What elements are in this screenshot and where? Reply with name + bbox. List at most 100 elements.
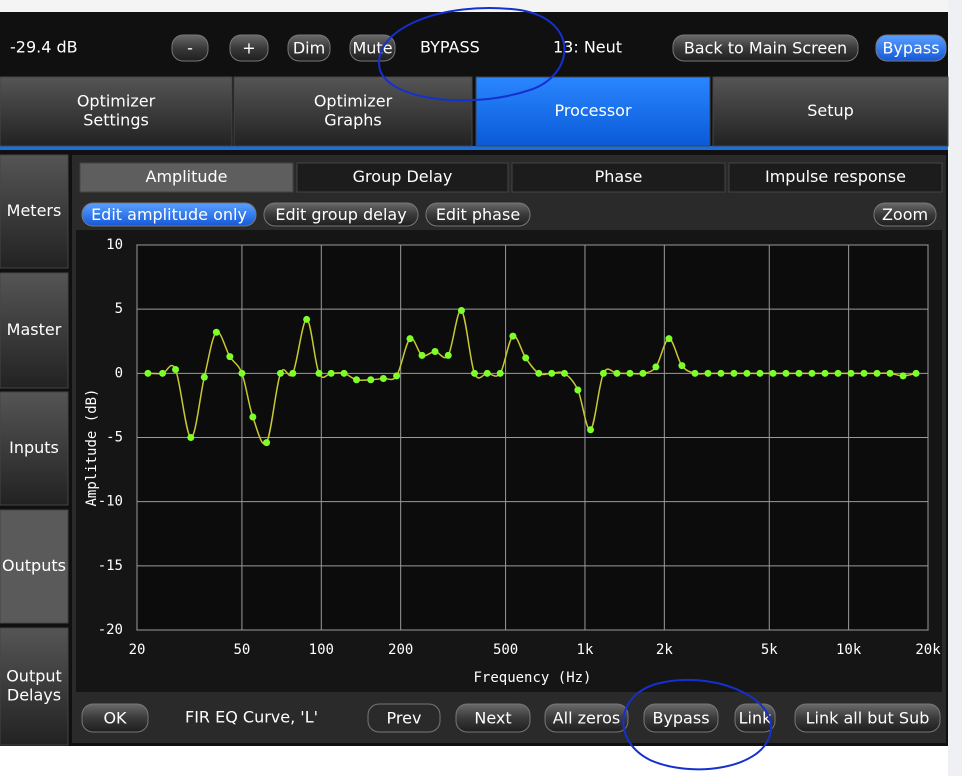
side-tab[interactable]: Outputs <box>0 509 69 624</box>
button[interactable]: + <box>229 34 269 62</box>
x-axis-label: Frequency (Hz) <box>473 670 591 686</box>
eq-point[interactable] <box>873 369 881 377</box>
button[interactable]: Bypass <box>875 34 947 62</box>
eq-point[interactable] <box>808 369 816 377</box>
button[interactable]: Zoom <box>873 202 937 227</box>
eq-point[interactable] <box>548 369 556 377</box>
button-label: Bypass <box>882 39 939 58</box>
eq-point[interactable] <box>289 369 297 377</box>
button-body <box>263 202 419 227</box>
eq-point[interactable] <box>795 369 803 377</box>
eq-point[interactable] <box>303 315 311 323</box>
button[interactable]: Dim <box>287 34 331 62</box>
eq-point[interactable] <box>756 369 764 377</box>
side-tab[interactable]: Inputs <box>0 391 69 506</box>
graph-tab[interactable]: Phase <box>511 162 726 193</box>
eq-point[interactable] <box>444 351 452 359</box>
eq-point[interactable] <box>704 369 712 377</box>
main-tab[interactable]: Processor <box>475 76 711 147</box>
eq-point[interactable] <box>406 335 414 343</box>
eq-point[interactable] <box>509 332 517 340</box>
eq-point[interactable] <box>238 369 246 377</box>
eq-point[interactable] <box>144 369 152 377</box>
side-tab-body <box>0 509 69 624</box>
eq-point[interactable] <box>599 369 607 377</box>
button[interactable]: Edit amplitude only <box>81 202 257 227</box>
eq-point[interactable] <box>457 306 465 314</box>
eq-point[interactable] <box>431 348 439 356</box>
side-tab-body <box>0 272 69 389</box>
eq-point[interactable] <box>730 369 738 377</box>
eq-point[interactable] <box>535 369 543 377</box>
button[interactable]: Next <box>455 703 531 733</box>
eq-point[interactable] <box>560 369 568 377</box>
eq-point[interactable] <box>340 369 348 377</box>
button-label: Back to Main Screen <box>684 39 847 58</box>
button-label: OK <box>103 709 127 728</box>
eq-point[interactable] <box>912 369 920 377</box>
eq-point[interactable] <box>860 369 868 377</box>
button[interactable]: All zeros <box>544 703 629 733</box>
button-body <box>81 202 257 227</box>
button[interactable]: Edit phase <box>425 202 531 227</box>
eq-point[interactable] <box>470 369 478 377</box>
eq-point[interactable] <box>782 369 790 377</box>
button[interactable]: Back to Main Screen <box>672 34 859 62</box>
side-tab[interactable]: Master <box>0 272 69 389</box>
eq-point[interactable] <box>522 354 530 362</box>
eq-point[interactable] <box>187 434 195 441</box>
eq-point[interactable] <box>678 362 686 370</box>
eq-point[interactable] <box>200 373 208 381</box>
eq-point[interactable] <box>327 369 335 377</box>
graph-tab[interactable]: Impulse response <box>728 162 943 193</box>
button-body <box>455 703 531 733</box>
eq-point[interactable] <box>691 369 699 377</box>
eq-point[interactable] <box>769 369 777 377</box>
eq-point[interactable] <box>847 369 855 377</box>
eq-point[interactable] <box>717 369 725 377</box>
eq-point[interactable] <box>353 376 361 384</box>
eq-point[interactable] <box>652 363 660 371</box>
eq-point[interactable] <box>743 369 751 377</box>
eq-point[interactable] <box>315 369 323 377</box>
eq-point[interactable] <box>418 351 426 359</box>
eq-point[interactable] <box>379 374 387 382</box>
side-tab-label: Master <box>7 320 62 339</box>
eq-point[interactable] <box>574 386 582 394</box>
eq-point[interactable] <box>587 426 595 434</box>
eq-point[interactable] <box>626 369 634 377</box>
eq-point[interactable] <box>159 369 167 377</box>
button[interactable]: Mute <box>349 34 396 62</box>
eq-point[interactable] <box>226 353 234 361</box>
side-tab[interactable]: Meters <box>0 154 69 269</box>
button[interactable]: Link all but Sub <box>794 703 941 733</box>
button[interactable]: Prev <box>367 703 441 733</box>
button[interactable]: Bypass <box>643 703 719 733</box>
eq-point[interactable] <box>886 369 894 377</box>
eq-point[interactable] <box>899 372 907 380</box>
eq-point[interactable] <box>496 369 504 377</box>
button[interactable]: - <box>171 34 209 62</box>
graph-tab[interactable]: Amplitude <box>79 162 294 193</box>
eq-point[interactable] <box>263 439 271 447</box>
graph-tab[interactable]: Group Delay <box>296 162 509 193</box>
eq-point[interactable] <box>172 365 180 373</box>
button[interactable]: Edit group delay <box>263 202 419 227</box>
eq-point[interactable] <box>821 369 829 377</box>
eq-point[interactable] <box>249 413 257 421</box>
eq-point[interactable] <box>483 369 491 377</box>
eq-point[interactable] <box>212 328 220 336</box>
eq-point[interactable] <box>639 369 647 377</box>
eq-point[interactable] <box>367 376 375 384</box>
eq-point[interactable] <box>393 372 401 380</box>
eq-point[interactable] <box>834 369 842 377</box>
eq-point[interactable] <box>665 335 673 343</box>
eq-point[interactable] <box>276 369 284 377</box>
eq-point[interactable] <box>613 369 621 377</box>
button[interactable]: OK <box>81 703 149 733</box>
main-tab-label: Settings <box>83 111 149 130</box>
main-tab[interactable]: Setup <box>712 76 949 147</box>
